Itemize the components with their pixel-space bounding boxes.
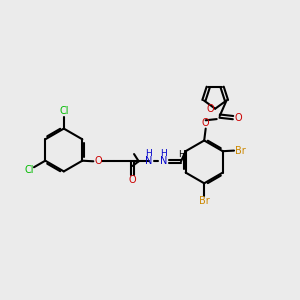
Text: N: N (160, 156, 167, 166)
Text: Cl: Cl (59, 106, 69, 116)
Text: H: H (178, 150, 184, 159)
Text: N: N (145, 156, 153, 166)
Text: H: H (160, 149, 167, 158)
Text: O: O (202, 118, 209, 128)
Text: Cl: Cl (24, 165, 34, 175)
Text: Br: Br (199, 196, 210, 206)
Text: Br: Br (235, 146, 245, 156)
Text: O: O (235, 112, 242, 123)
Text: O: O (206, 104, 214, 114)
Text: O: O (95, 156, 103, 166)
Text: H: H (146, 149, 152, 158)
Text: O: O (129, 175, 136, 185)
